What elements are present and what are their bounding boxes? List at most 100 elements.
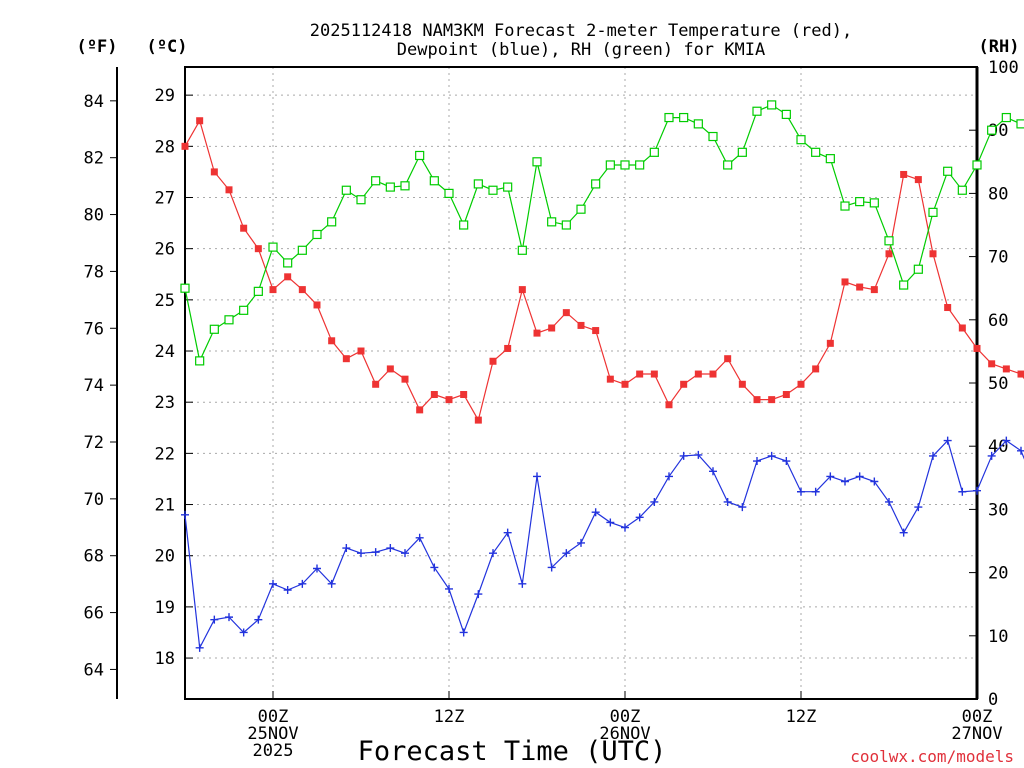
temperature-point (254, 245, 262, 253)
rh-tick-label: 0 (988, 690, 998, 710)
rh-point (356, 195, 366, 205)
celsius-tick-label: 23 (155, 393, 175, 413)
temperature-point (196, 117, 204, 125)
rh-point (957, 185, 967, 195)
celsius-unit-label: (ºC) (147, 37, 188, 57)
rh-point (239, 305, 249, 315)
temperature-point (460, 391, 468, 399)
rh-point (297, 245, 307, 255)
x-tick-label: 00Z (610, 707, 641, 727)
plot-frame (184, 66, 978, 700)
temperature-point (225, 186, 233, 194)
fahrenheit-tick-label: 80 (84, 206, 104, 226)
dewpoint-point (298, 579, 307, 588)
temperature-point (1002, 365, 1010, 373)
dewpoint-point (694, 450, 703, 459)
rh-point (1001, 112, 1011, 123)
rh-point (488, 185, 498, 195)
x-tick-label: 2025 (253, 741, 294, 761)
celsius-tick-label: 20 (155, 547, 175, 567)
temperature-point (562, 309, 570, 317)
temperature-point (313, 301, 321, 309)
rh-point (517, 245, 527, 255)
rh-point (811, 147, 821, 157)
rh-point (224, 315, 234, 325)
dewpoint-point (386, 544, 395, 553)
dewpoint-point (723, 497, 732, 506)
temperature-point (328, 337, 336, 345)
temperature-point (782, 391, 790, 399)
dewpoint-point (547, 563, 556, 572)
temperature-point (606, 375, 614, 383)
rh-point (913, 264, 923, 274)
dewpoint-point (283, 585, 292, 594)
celsius-tick-label: 25 (155, 291, 175, 311)
dewpoint-point (709, 467, 717, 476)
rh-point (547, 217, 557, 227)
dewpoint-point (870, 477, 879, 486)
x-tick-label: 26NOV (599, 724, 650, 744)
x-tick-label: 27NOV (951, 724, 1002, 744)
fahrenheit-unit-label: (ºF) (77, 37, 118, 57)
dewpoint-point (767, 451, 776, 460)
dewpoint-point (987, 451, 996, 460)
rh-point (679, 112, 689, 123)
dewpoint-point (489, 549, 497, 558)
rh-point (825, 154, 835, 164)
dewpoint-point (1017, 446, 1024, 455)
dewpoint-point (562, 549, 571, 558)
rh-point (752, 106, 762, 116)
x-tick-label: 12Z (786, 707, 817, 727)
temperature-point (680, 380, 688, 388)
dewpoint-point (650, 497, 659, 506)
dewpoint-point (210, 615, 219, 624)
dewpoint-point (958, 487, 967, 496)
temperature-point (929, 250, 937, 258)
temperature-point (430, 391, 438, 399)
dewpoint-point (606, 518, 615, 527)
grid-lines (185, 67, 978, 699)
temperature-point (914, 176, 922, 184)
celsius-tick-label: 21 (155, 496, 175, 516)
celsius-tick-label: 24 (155, 342, 175, 362)
rh-point (400, 181, 410, 191)
temperature-point (841, 278, 849, 286)
rh-point (605, 160, 615, 170)
celsius-tick-label: 28 (155, 137, 175, 157)
rh-unit-label: (RH) (979, 37, 1020, 57)
dewpoint-point (415, 533, 424, 542)
rh-point (708, 131, 718, 142)
rh-point (532, 157, 542, 167)
rh-tick-label: 40 (988, 437, 1008, 457)
rh-point (459, 220, 469, 230)
rh-point (576, 204, 586, 214)
rh-point (620, 160, 630, 170)
temperature-point (592, 327, 600, 335)
rh-tick-label: 50 (988, 374, 1008, 394)
temperature-point (1017, 370, 1024, 378)
temperature-point (944, 304, 952, 312)
x-tick-label: 00Z (962, 707, 993, 727)
celsius-tick-label: 29 (155, 86, 175, 106)
fahrenheit-tick-label: 76 (84, 319, 104, 339)
rh-point (327, 217, 337, 227)
dewpoint-point (621, 523, 629, 532)
rh-point (371, 176, 381, 186)
rh-tick-label: 10 (988, 627, 1008, 647)
dewpoint-point (269, 579, 277, 588)
rh-point (737, 147, 747, 157)
temperature-point (240, 224, 248, 232)
dewpoint-point (225, 613, 233, 622)
rh-tick-label: 80 (988, 184, 1008, 204)
temperature-point (870, 286, 878, 294)
rh-tick-label: 70 (988, 248, 1008, 268)
temperature-point (489, 357, 497, 365)
temperature-point (885, 250, 893, 258)
data-series (180, 100, 1024, 652)
rh-point (664, 112, 674, 123)
dewpoint-point (195, 643, 204, 652)
dewpoint-point (239, 628, 248, 637)
dewpoint-point (885, 497, 893, 506)
dewpoint-point (635, 513, 644, 522)
rh-point (473, 179, 483, 189)
